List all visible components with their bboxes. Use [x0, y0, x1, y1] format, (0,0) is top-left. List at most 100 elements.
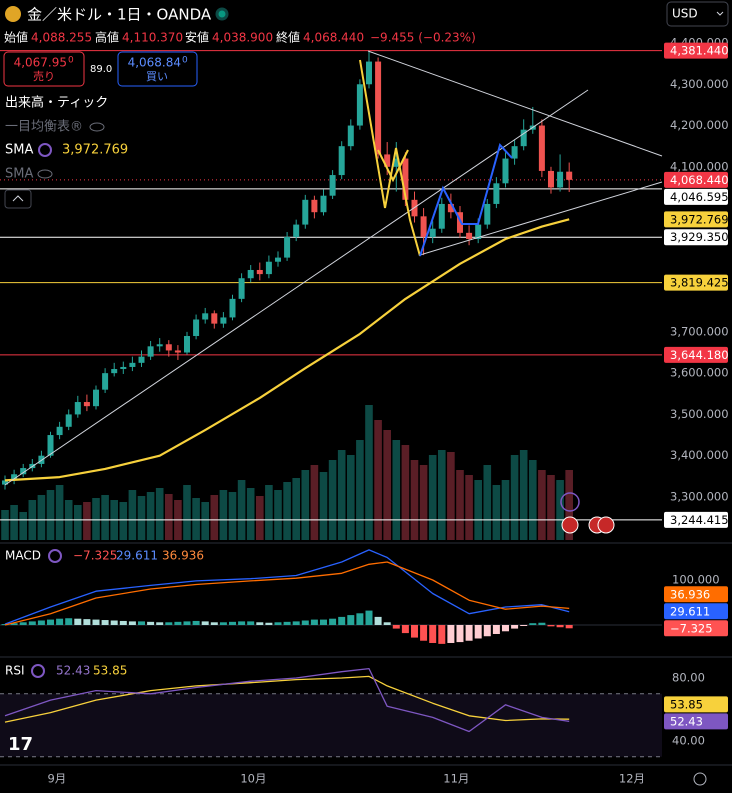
volume-bar: [1, 510, 9, 540]
axis-value-label: 3,972.769: [670, 212, 729, 226]
pattern-line: [377, 149, 409, 183]
macd-histogram-bar: [219, 622, 227, 625]
x-tick-label: 11月: [443, 772, 469, 786]
macd-histogram-bar: [92, 619, 100, 625]
macd-histogram-bar: [392, 624, 400, 629]
candle-body: [220, 317, 227, 324]
sell-label: 売り: [33, 70, 55, 83]
axis-value-tag: [664, 229, 728, 246]
market-status: [215, 7, 229, 21]
candle-body: [557, 171, 564, 188]
candle-body: [202, 313, 209, 320]
candle-body: [511, 146, 518, 159]
candle-body: [456, 212, 463, 233]
buy-price: 4,068.84: [128, 56, 181, 70]
macd-histogram-bar: [110, 620, 118, 625]
candle-body: [20, 468, 27, 475]
volume-bar: [447, 452, 455, 540]
sell-price: 4,067.95: [14, 56, 67, 70]
macd-histogram-bar: [529, 623, 537, 625]
axis-value-tag: [664, 346, 728, 363]
volume-bar: [74, 505, 82, 540]
macd-histogram-bar: [483, 624, 491, 637]
y-tick-label: 4,200.000: [670, 118, 729, 132]
dropdown-icon: [716, 11, 724, 16]
candle-body: [365, 61, 372, 85]
macd-histogram-bar: [10, 623, 18, 625]
axis-value-tag: [664, 511, 728, 528]
macd-histogram-bar: [347, 615, 355, 625]
candle-body: [356, 84, 363, 126]
tv-logo: 17: [8, 734, 33, 755]
volume-bar: [556, 480, 564, 540]
macd-histogram-bar: [19, 622, 27, 625]
macd-histogram-bar: [156, 622, 164, 625]
signal-line: [4, 561, 570, 626]
volume-bar: [101, 495, 109, 540]
y-tick-label: 4,100.000: [670, 159, 729, 173]
volume-bar: [410, 460, 419, 540]
macd-histogram-bar: [74, 618, 82, 625]
volume-bar: [510, 455, 519, 540]
ohlc-value: 4,038.900: [212, 31, 273, 45]
volume-bar: [538, 470, 546, 540]
settings-icon[interactable]: [48, 549, 62, 563]
settings-icon[interactable]: [38, 143, 52, 157]
buy-button[interactable]: [117, 51, 198, 87]
macd-histogram-bar: [319, 619, 327, 625]
candle-body: [375, 61, 382, 155]
rsi-value: 52.43: [56, 664, 90, 678]
candle-body: [247, 269, 254, 279]
y-tick-label: 80.00: [672, 671, 705, 685]
axis-value-tag: [664, 188, 728, 205]
rsi-ma-line: [4, 675, 570, 723]
macd-histogram-bar: [410, 624, 418, 638]
volume-bar: [219, 490, 228, 540]
macd-histogram-bar: [420, 624, 428, 641]
macd-signal-value: 36.936: [162, 549, 204, 563]
macd-title: MACD: [5, 549, 41, 563]
candle-body: [129, 362, 136, 367]
drawings: [4, 50, 663, 486]
ohlc-label: 安値: [185, 30, 209, 45]
settings-icon[interactable]: [31, 664, 45, 678]
macd-hist-value: −7.325: [73, 549, 117, 563]
macd-histogram-bar: [447, 624, 455, 643]
macd-histogram-bar: [374, 616, 382, 625]
settings-icon[interactable]: [693, 772, 707, 786]
hidden-icon[interactable]: [37, 169, 53, 179]
volume-bar: [392, 440, 401, 540]
candle-body: [338, 146, 345, 176]
macd-histogram-bar: [210, 622, 218, 625]
indicator-name: SMA: [5, 167, 33, 182]
macd-histogram-bar: [274, 622, 282, 625]
y-tick-label: 40.00: [672, 733, 705, 747]
candle-body: [547, 170, 554, 188]
axis-value-tag: [664, 171, 728, 188]
collapse-button[interactable]: [4, 189, 32, 209]
axis-value-label: 4,068.440: [670, 173, 729, 187]
candle-body: [384, 154, 391, 167]
candle-body: [320, 195, 327, 213]
trend-line: [4, 89, 589, 486]
macd-histogram-bar: [65, 618, 73, 625]
volume-bar: [92, 498, 100, 540]
volume-bar: [274, 490, 282, 540]
currency-select[interactable]: [666, 1, 729, 27]
macd-histogram-bar: [174, 621, 182, 625]
sell-button[interactable]: [3, 51, 85, 87]
ohlc-value: 4,068.440: [303, 31, 364, 45]
candle-body: [429, 228, 436, 237]
trend-line: [367, 50, 663, 157]
hidden-icon[interactable]: [89, 122, 105, 132]
macd-histogram-bar: [511, 624, 519, 629]
axis-value-tag: [664, 586, 728, 603]
volume-bar: [419, 465, 428, 540]
candle-body: [284, 236, 291, 258]
volume-bar: [210, 495, 219, 540]
macd-histogram-bar: [265, 622, 273, 625]
macd-histogram-bar: [356, 613, 364, 625]
macd-histogram-bar: [383, 622, 391, 625]
macd-histogram-bar: [492, 624, 500, 634]
